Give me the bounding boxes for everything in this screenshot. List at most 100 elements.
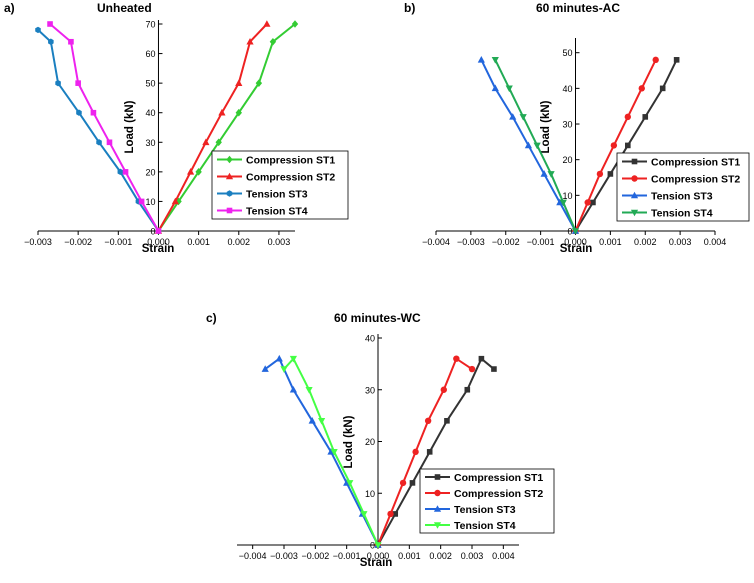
data-point xyxy=(48,38,54,45)
legend-marker xyxy=(226,155,233,164)
data-point xyxy=(117,168,124,176)
data-point xyxy=(305,386,313,394)
legend-item: Tension ST3 xyxy=(425,504,516,516)
data-point xyxy=(195,168,202,176)
data-point xyxy=(559,199,567,207)
x-tick-label: −0.004 xyxy=(239,551,267,561)
data-point xyxy=(505,85,513,93)
y-tick-label: 40 xyxy=(365,334,375,344)
data-point xyxy=(374,542,382,549)
panel-label: b) xyxy=(404,1,415,15)
series-line xyxy=(283,356,379,546)
y-tick-label: 20 xyxy=(562,155,572,165)
data-point xyxy=(556,198,564,206)
legend-label: Compression ST2 xyxy=(454,488,543,500)
series-tension-st4 xyxy=(47,21,162,234)
data-point xyxy=(464,386,471,393)
y-tick-label: 50 xyxy=(145,79,155,89)
series-line xyxy=(37,29,160,232)
legend-marker xyxy=(630,191,639,199)
legend-item: Tension ST3 xyxy=(217,189,308,201)
legend-marker xyxy=(631,158,638,165)
data-point xyxy=(426,449,433,455)
legend-label: Tension ST4 xyxy=(651,208,713,220)
data-point xyxy=(652,56,659,64)
data-point xyxy=(318,418,326,425)
data-point xyxy=(478,355,485,362)
legend-label: Compression ST1 xyxy=(651,157,740,169)
data-point xyxy=(75,80,81,86)
data-point xyxy=(524,141,533,149)
y-axis-label: Load (kN) xyxy=(124,100,136,153)
y-tick-label: 30 xyxy=(365,385,375,395)
data-point xyxy=(440,386,447,393)
data-point xyxy=(547,171,555,178)
legend-marker xyxy=(434,474,441,480)
chart-panel-3: c) 60 minutes-WC −0.004 −0.003 −0.002 −0.001 0… xyxy=(206,311,555,569)
data-point xyxy=(138,198,145,205)
x-axis-label: Strain xyxy=(360,557,393,569)
legend-marker xyxy=(226,190,233,197)
data-point xyxy=(533,142,541,150)
data-point xyxy=(96,139,102,146)
data-point xyxy=(590,199,596,206)
data-point xyxy=(491,57,499,64)
data-point xyxy=(659,85,666,92)
y-tick-label: 60 xyxy=(145,49,155,59)
x-axis-label: Strain xyxy=(560,243,593,255)
y-tick-label: 40 xyxy=(145,108,155,118)
data-point xyxy=(186,168,195,175)
data-point xyxy=(289,355,297,363)
data-point xyxy=(638,85,645,92)
y-tick-label: 30 xyxy=(145,138,155,148)
legend: Compression ST1 Compression ST2 Tension ST… xyxy=(211,150,349,220)
legend-label: Compression ST2 xyxy=(651,174,740,186)
legend-item: Tension ST4 xyxy=(425,520,516,532)
legend-label: Compression ST2 xyxy=(246,172,335,184)
legend-item: Tension ST4 xyxy=(217,206,308,218)
series-compression-st1 xyxy=(572,57,680,234)
legend-label: Tension ST4 xyxy=(454,520,516,532)
series-tension-st4 xyxy=(280,355,382,549)
series-tension-st3 xyxy=(261,354,382,548)
legend-label: Tension ST3 xyxy=(246,189,308,201)
data-point xyxy=(571,228,580,235)
chart-title: 60 minutes-AC xyxy=(536,1,620,15)
data-point xyxy=(106,139,113,146)
data-point xyxy=(642,114,649,120)
y-tick-label: 20 xyxy=(365,437,375,447)
data-point xyxy=(291,20,299,28)
data-point xyxy=(346,480,354,487)
data-point xyxy=(215,138,222,147)
x-tick-label: 0.003 xyxy=(669,237,692,247)
legend-box xyxy=(419,468,555,534)
data-point xyxy=(246,37,254,45)
legend-item: Tension ST3 xyxy=(622,191,713,203)
y-tick-label: 10 xyxy=(145,197,155,207)
legend-item: Tension ST4 xyxy=(622,208,713,220)
data-point xyxy=(171,197,179,205)
legend-marker xyxy=(433,505,442,512)
data-point xyxy=(47,21,53,27)
series-compression-st1 xyxy=(155,20,299,235)
data-point xyxy=(68,38,74,45)
x-tick-label: 0.000 xyxy=(367,551,390,561)
series-line xyxy=(157,23,268,232)
data-point xyxy=(412,448,419,456)
y-tick-label: 10 xyxy=(365,489,375,499)
y-tick-label: 70 xyxy=(145,20,155,30)
data-point xyxy=(263,20,271,27)
data-point xyxy=(607,171,614,177)
data-point xyxy=(453,355,460,362)
data-point xyxy=(255,79,263,87)
data-point xyxy=(424,417,432,424)
data-point xyxy=(261,365,269,372)
legend: Compression ST1 Compression ST2 Tension ST… xyxy=(616,152,750,222)
x-tick-label: −0.002 xyxy=(301,551,329,561)
x-tick-label: −0.003 xyxy=(270,551,298,561)
data-point xyxy=(491,84,499,92)
x-tick-label: −0.004 xyxy=(422,237,450,247)
data-point xyxy=(218,108,226,116)
data-point xyxy=(330,449,338,456)
